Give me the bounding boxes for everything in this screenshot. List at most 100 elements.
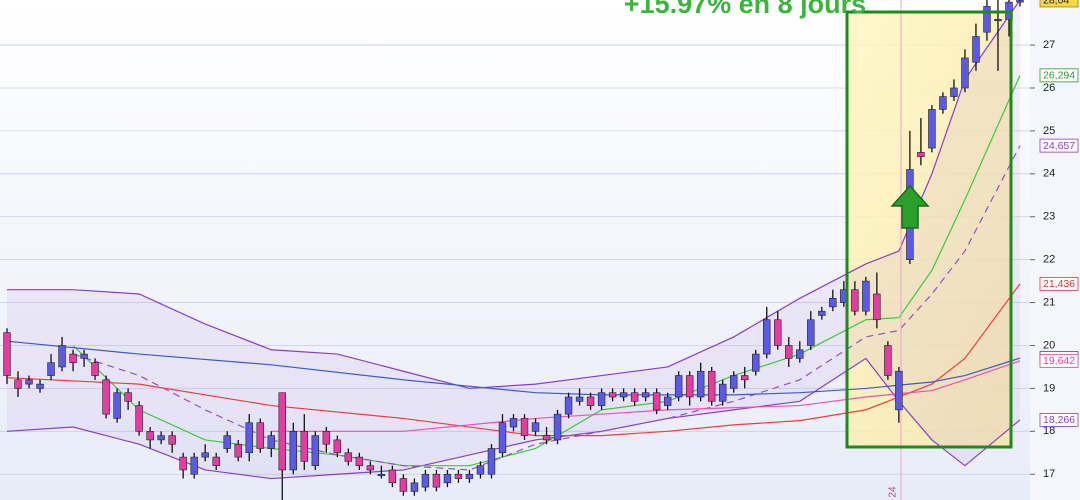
candle-body xyxy=(520,418,529,436)
candle-body xyxy=(685,375,694,398)
candle-body xyxy=(223,435,231,449)
candle-body xyxy=(1016,0,1024,3)
candle-body xyxy=(807,319,815,346)
candle-body xyxy=(289,431,297,471)
candle-body xyxy=(663,396,672,406)
candle-body xyxy=(796,349,804,359)
candle-body xyxy=(774,319,782,346)
candle-body xyxy=(36,383,44,389)
candle-body xyxy=(421,473,430,488)
candle-body xyxy=(168,435,176,445)
candle-body xyxy=(300,431,309,462)
candle-body xyxy=(355,456,364,466)
candle-body xyxy=(641,392,650,398)
candle-body xyxy=(80,353,88,359)
up-arrow xyxy=(890,184,930,229)
indicator-line xyxy=(271,360,1021,432)
y-tick-label: 25 xyxy=(1043,125,1055,137)
candle-body xyxy=(498,422,507,454)
candle-body xyxy=(388,469,397,484)
candle-body xyxy=(829,297,837,308)
date-marker-label: 24 xyxy=(888,486,899,498)
price-tag-label: 24,657 xyxy=(1043,140,1075,152)
candle-body xyxy=(14,379,22,389)
candle-body xyxy=(597,392,606,406)
candle-body xyxy=(718,383,727,402)
candle-body xyxy=(465,473,474,479)
y-tick-label: 18 xyxy=(1043,425,1055,437)
candle-body xyxy=(69,353,77,363)
price-tag-box xyxy=(1039,413,1079,427)
candle-body xyxy=(124,392,132,402)
price-tag-box xyxy=(1039,276,1079,291)
indicator-line xyxy=(6,283,1021,437)
candle-body xyxy=(25,379,33,385)
price-tag-box xyxy=(1039,353,1079,368)
candle-body xyxy=(487,448,496,475)
candle-body xyxy=(245,422,253,454)
candle-body xyxy=(531,422,540,432)
candle-body xyxy=(113,392,121,419)
candle-body xyxy=(432,473,441,488)
price-tag-box xyxy=(1039,68,1079,83)
candle-body xyxy=(256,422,264,449)
price-tag-label: 21,436 xyxy=(1043,278,1075,290)
candle-body xyxy=(630,392,639,402)
candle-body xyxy=(873,293,881,321)
candle-body xyxy=(47,362,55,376)
candle-body xyxy=(983,6,991,33)
candle-body xyxy=(190,456,198,475)
candle-body xyxy=(102,379,110,415)
candle-body xyxy=(58,345,66,368)
candle-body xyxy=(763,319,771,355)
candle-body xyxy=(586,396,595,406)
candle-body xyxy=(575,396,584,402)
candle-body xyxy=(674,375,683,398)
price-tag-label: 18,266 xyxy=(1043,414,1075,426)
candle-body xyxy=(234,443,242,458)
candle-body xyxy=(652,392,661,411)
candle-body xyxy=(752,353,760,372)
price-tag-label: 26,294 xyxy=(1043,70,1075,82)
y-tick-label: 17 xyxy=(1043,468,1055,480)
candle-body xyxy=(553,413,562,441)
candle-body xyxy=(454,473,463,479)
candle-body xyxy=(619,392,628,398)
candle-body xyxy=(366,465,375,471)
candle-body xyxy=(3,332,11,376)
candle-body xyxy=(212,456,220,466)
candle-body xyxy=(961,57,969,89)
candle-body xyxy=(157,435,165,441)
y-tick-label: 19 xyxy=(1043,382,1055,394)
candle-body xyxy=(939,96,947,110)
candle-body xyxy=(818,310,826,316)
candle-body xyxy=(884,345,892,376)
highlight-box-fill xyxy=(847,12,1011,447)
candle-body xyxy=(311,435,320,466)
candle-body xyxy=(410,482,419,492)
band-fill xyxy=(7,0,1020,479)
y-tick-label: 27 xyxy=(1043,39,1055,51)
price-tag-label: 19,642 xyxy=(1043,355,1075,367)
candle-body xyxy=(851,289,859,312)
candle-body xyxy=(741,375,749,381)
candle-body xyxy=(135,405,143,432)
candle-body xyxy=(399,478,408,492)
candle-body xyxy=(201,452,209,458)
candle-body xyxy=(696,370,705,398)
y-tick-label: 21 xyxy=(1043,296,1055,308)
candle-body xyxy=(476,465,485,475)
candle-body xyxy=(146,431,154,441)
candle-body xyxy=(322,431,331,445)
price-tag-box xyxy=(1039,138,1079,153)
candle-body xyxy=(91,362,99,376)
y-tick-label: 26 xyxy=(1043,82,1055,94)
y-tick-label: 20 xyxy=(1043,339,1055,351)
y-tick-label: 23 xyxy=(1043,211,1055,223)
highlight-box xyxy=(845,10,1013,449)
candle-body xyxy=(542,435,551,441)
candle-body xyxy=(509,418,518,428)
chart-title: +15.97% en 8 jours xyxy=(624,0,866,19)
price-tag-box xyxy=(1039,0,1079,8)
